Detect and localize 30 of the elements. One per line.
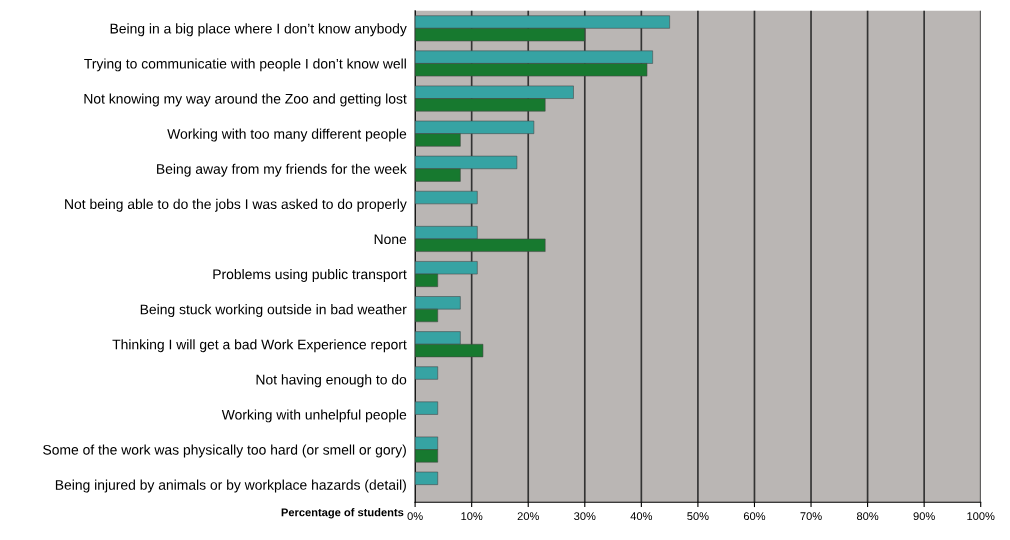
y-tick-label: Trying to communicatie with people I don’t know well	[84, 58, 406, 72]
bar	[415, 366, 439, 380]
y-tick-label: Thinking I will get a bad Work Experience report	[112, 339, 407, 353]
x-tick-label: 80%	[856, 512, 879, 521]
x-tick-label: 30%	[574, 512, 596, 521]
y-tick-label: Being away from my friends for the week	[157, 163, 407, 177]
y-tick-label: Some of the work was physically too hard (or smell or gory)	[43, 444, 406, 458]
y-tick-label: Being in a big place where I don’t know anybody	[110, 23, 407, 37]
y-tick-label: Being stuck working outside in bad weather	[140, 304, 407, 318]
x-tick-label: 10%	[461, 512, 483, 521]
x-axis-title: Percentage of students	[281, 508, 404, 519]
y-tick-label: Not being able to do the jobs I was asked to do properly	[65, 198, 407, 212]
y-tick-label: Working with too many different people	[167, 128, 407, 142]
bar	[415, 401, 439, 415]
x-tick-label: 100%	[967, 512, 995, 521]
x-tick-label: 40%	[630, 512, 653, 521]
y-tick-label: Not knowing my way around the Zoo and getting lost	[84, 93, 407, 107]
y-tick-label: Being injured by animals or by workplace hazards (detail)	[55, 479, 406, 493]
x-tick-label: 0%	[407, 512, 423, 521]
x-tick-label: 70%	[800, 512, 822, 521]
x-tick-label: 60%	[743, 512, 766, 521]
x-tick-label: 50%	[687, 512, 709, 521]
y-tick-label: Problems using public transport	[213, 269, 407, 282]
y-tick-label: Not having enough to do	[256, 374, 407, 388]
y-tick-label: None	[374, 234, 407, 245]
x-tick-label: 90%	[913, 512, 935, 521]
bar	[415, 471, 439, 485]
bar	[415, 190, 478, 205]
y-tick-label: Working with unhelpful people	[221, 409, 407, 423]
x-tick-label: 20%	[517, 512, 539, 521]
